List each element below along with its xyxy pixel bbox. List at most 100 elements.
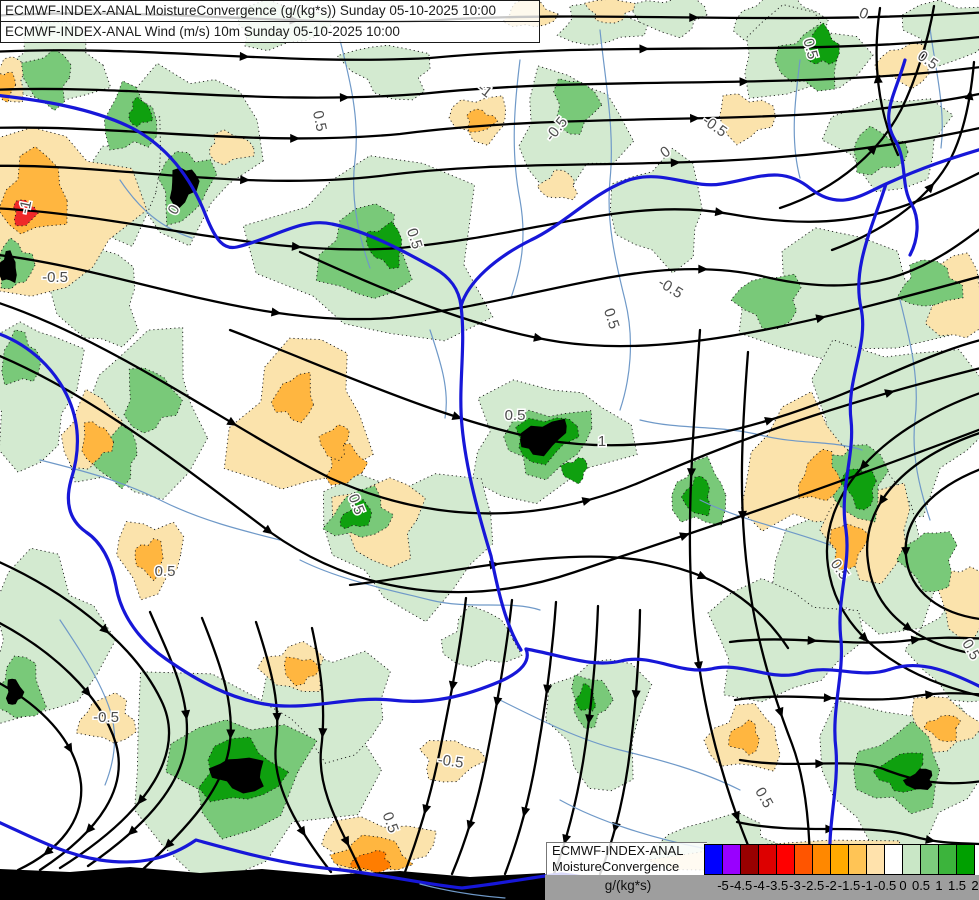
wind-arrowhead-icon bbox=[290, 133, 301, 143]
wind-arrowhead-icon bbox=[181, 709, 191, 721]
legend-tick-label: -1.5 bbox=[837, 878, 861, 893]
wind-streamline bbox=[310, 626, 363, 874]
wind-arrowhead-icon bbox=[807, 635, 818, 645]
legend-parameter-name: MoistureConvergence bbox=[552, 859, 680, 874]
minor-river bbox=[429, 329, 447, 419]
shading-blob bbox=[680, 475, 711, 517]
wind-arrowhead-icon bbox=[448, 680, 458, 692]
shading-blob bbox=[20, 48, 72, 111]
contour-label: 0.5 bbox=[155, 563, 176, 580]
wind-arrowhead-icon bbox=[164, 838, 175, 849]
legend-tick-label: 1 bbox=[935, 878, 943, 893]
minor-river bbox=[39, 459, 281, 541]
shading-blob bbox=[318, 424, 350, 462]
legend-color-box bbox=[704, 844, 723, 875]
legend-tick-label: -2 bbox=[825, 878, 837, 893]
wind-streamline bbox=[0, 354, 979, 594]
major-river bbox=[828, 182, 888, 872]
wind-arrowhead-icon bbox=[714, 207, 726, 217]
wind-streamline bbox=[733, 692, 979, 702]
wind-arrowhead-icon bbox=[925, 690, 936, 700]
wind-arrowhead-icon bbox=[240, 175, 251, 185]
legend-color-box bbox=[884, 844, 903, 875]
major-river bbox=[0, 820, 564, 890]
wind-arrowhead-icon bbox=[521, 806, 531, 818]
wind-streamline bbox=[0, 302, 979, 515]
wind-arrowhead-icon bbox=[639, 44, 650, 54]
contour-label: -0.5 bbox=[42, 269, 68, 286]
wind-arrowhead-icon bbox=[340, 835, 350, 847]
wind-arrowhead-icon bbox=[451, 411, 463, 420]
wind-arrowhead-icon bbox=[917, 48, 926, 60]
wind-arrowhead-icon bbox=[543, 684, 553, 695]
wind-arrowhead-icon bbox=[698, 264, 709, 274]
legend-color-box bbox=[938, 844, 957, 875]
wind-arrowhead-icon bbox=[774, 706, 784, 718]
contour-label: -0.5 bbox=[93, 709, 119, 726]
legend-tick-label: -1 bbox=[861, 878, 873, 893]
wind-arrowhead-icon bbox=[859, 459, 870, 471]
legend-color-box bbox=[758, 844, 777, 875]
legend-color-box bbox=[830, 844, 849, 875]
minor-rivers-layer bbox=[39, 27, 943, 791]
wind-streamline bbox=[0, 92, 979, 140]
shading-blob bbox=[81, 421, 115, 465]
wind-arrowhead-icon bbox=[262, 524, 274, 535]
legend-tick-label: -0.5 bbox=[873, 878, 897, 893]
wind-arrowhead-icon bbox=[901, 547, 911, 558]
shading-blob bbox=[853, 125, 909, 176]
legend-tick-label: 0 bbox=[899, 878, 907, 893]
shading-blob bbox=[730, 273, 802, 329]
shading-blob bbox=[560, 457, 588, 485]
legend-color-box bbox=[740, 844, 759, 875]
wind-arrowhead-icon bbox=[924, 182, 935, 194]
minor-river bbox=[119, 179, 193, 239]
wind-arrowhead-icon bbox=[585, 714, 595, 725]
minor-river bbox=[339, 39, 371, 269]
legend-color-box bbox=[722, 844, 741, 875]
legend-color-box bbox=[902, 844, 921, 875]
shading-blob bbox=[270, 371, 314, 424]
legend-gray-band: g/(kg*s) -5 -4.5 -4 -3.5 -3 -2.5 -2 -1.5 -1 -0.5 0… bbox=[545, 875, 979, 900]
extreme-convergence-spot bbox=[0, 250, 17, 284]
wind-arrowhead-icon bbox=[272, 712, 282, 723]
legend-tick-label: -3.5 bbox=[765, 878, 789, 893]
wind-arrowhead-icon bbox=[562, 833, 572, 845]
shading-blob bbox=[738, 227, 950, 359]
wind-arrowhead-icon bbox=[696, 570, 708, 580]
wind-arrowhead-icon bbox=[689, 13, 700, 22]
map-title-moisture: ECMWF-INDEX-ANAL MoistureConvergence (g/… bbox=[1, 1, 539, 22]
wind-arrowhead-icon bbox=[925, 834, 936, 844]
wind-streamline bbox=[0, 561, 170, 870]
shading-blob bbox=[350, 849, 392, 874]
legend-color-box bbox=[920, 844, 939, 875]
wind-streamline bbox=[0, 35, 979, 61]
extreme-convergence-spot bbox=[208, 757, 264, 794]
legend-tick-label: -5 bbox=[717, 878, 729, 893]
major-river bbox=[459, 304, 523, 652]
legend-color-scale bbox=[704, 844, 975, 875]
wind-arrowhead-icon bbox=[493, 696, 503, 708]
shading-blob bbox=[128, 96, 154, 128]
wind-arrowhead-icon bbox=[689, 113, 701, 123]
wind-arrowhead-icon bbox=[99, 623, 110, 634]
shading-blob bbox=[829, 523, 871, 570]
wind-streamline bbox=[228, 328, 979, 447]
wind-streamline bbox=[450, 598, 514, 876]
shading-blob bbox=[628, 0, 708, 39]
minor-river bbox=[419, 883, 506, 899]
major-river bbox=[524, 647, 979, 688]
map-bottom-boundary bbox=[0, 867, 545, 900]
shading-blob bbox=[12, 199, 39, 227]
wind-arrowhead-icon bbox=[815, 759, 826, 769]
wind-arrowhead-icon bbox=[693, 661, 703, 672]
wind-arrowhead-icon bbox=[466, 819, 476, 831]
wind-arrowhead-icon bbox=[731, 810, 740, 822]
wind-arrowhead-icon bbox=[43, 845, 54, 856]
shading-blob bbox=[797, 448, 843, 502]
minor-river bbox=[59, 619, 116, 786]
legend-tick-label: 0.5 bbox=[911, 878, 931, 893]
major-river bbox=[887, 58, 919, 257]
shading-blob bbox=[365, 221, 403, 270]
minor-river bbox=[510, 59, 524, 299]
